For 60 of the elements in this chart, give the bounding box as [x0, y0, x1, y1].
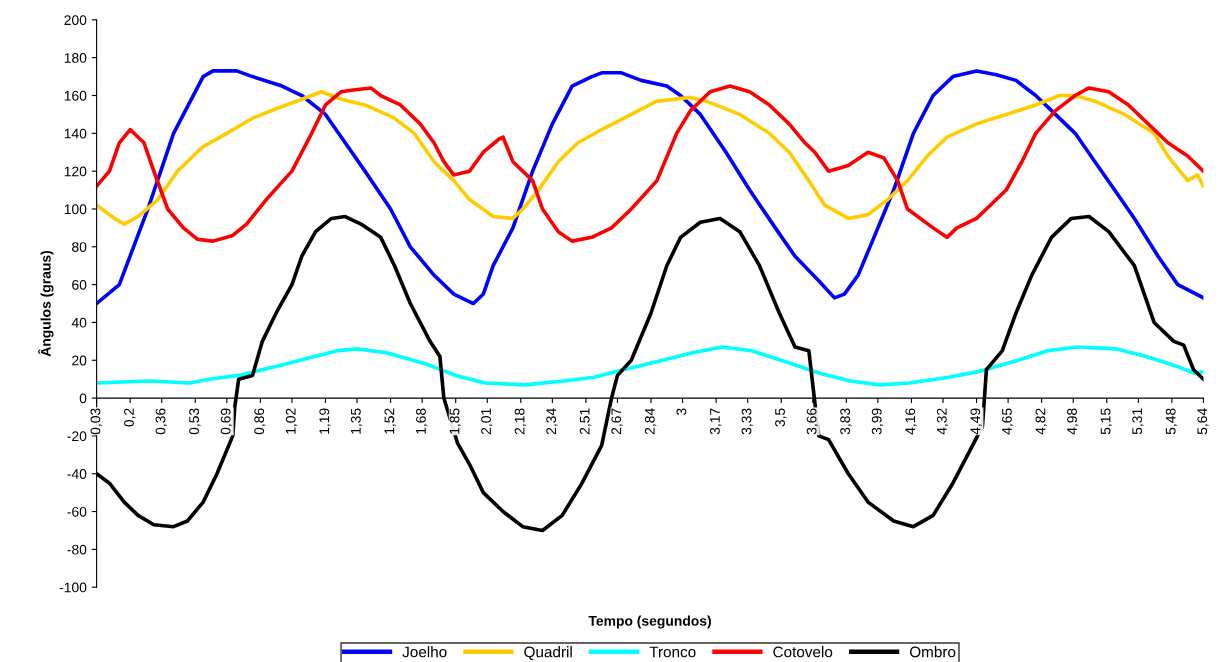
x-tick-label: 0,2 [124, 408, 136, 427]
line-series [96, 345, 1204, 387]
x-tick-label: 2,34 [546, 408, 558, 435]
x-tick-label: 1,52 [384, 408, 396, 434]
legend-label: Ombro [909, 646, 956, 658]
x-tick-label: 0,36 [155, 408, 168, 435]
y-tick-label: -60 [67, 506, 87, 517]
y-tick-label: 100 [64, 204, 87, 215]
x-tick-label: 0,69 [220, 408, 233, 435]
y-tick-label: 0 [79, 393, 87, 404]
x-tick-label: 2,84 [644, 408, 657, 435]
x-tick-label: 4,82 [1035, 408, 1048, 435]
y-tick-label: 180 [64, 53, 87, 63]
x-tick-label: 3 [676, 408, 687, 415]
x-tick-label: 4,16 [905, 408, 917, 435]
x-tick-label: 5,15 [1100, 408, 1113, 435]
x-tick-label: 1,19 [319, 408, 331, 434]
x-tick-label: 3,83 [840, 408, 852, 435]
x-tick-label: 0,03 [90, 408, 102, 435]
y-tick-label: -100 [59, 582, 87, 593]
x-tick-label: 2,01 [481, 408, 493, 435]
y-tick-label: 80 [72, 242, 87, 252]
y-tick-label: 160 [64, 90, 87, 101]
x-tick-label: 1,35 [350, 408, 363, 434]
x-tick-label: 4,65 [1002, 408, 1014, 435]
legend-label: Cotovelo [773, 646, 833, 658]
y-tick-label: -40 [67, 469, 87, 479]
x-tick-label: 5,64 [1197, 408, 1209, 435]
y-tick-label: -80 [67, 544, 87, 555]
y-tick-label: -20 [67, 431, 87, 442]
x-tick-label: 2,51 [579, 408, 592, 435]
x-tick-label: 4,98 [1067, 408, 1079, 435]
x-tick-label: 1,85 [449, 408, 462, 434]
x-tick-label: 4,32 [936, 408, 949, 435]
x-tick-label: 3,5 [775, 408, 787, 427]
x-tick-label: 3,66 [806, 408, 819, 435]
legend-label: Joelho [402, 646, 447, 658]
x-axis-title: Tempo (segundos) [588, 615, 711, 629]
x-tick-label: 5,48 [1165, 408, 1178, 435]
x-tick-label: 0,86 [254, 408, 266, 435]
y-axis-title: Ângulos (graus) [38, 250, 54, 357]
y-tick-label: 40 [71, 317, 87, 328]
x-tick-label: 5,31 [1132, 408, 1144, 435]
y-tick-label: 140 [64, 128, 87, 139]
x-tick-label: 3,33 [741, 408, 754, 435]
x-tick-label: 2,18 [514, 408, 527, 435]
legend-label: Tronco [649, 646, 696, 658]
x-tick-label: 3,99 [871, 408, 884, 435]
line-series [96, 69, 1204, 306]
x-tick-label: 4,49 [970, 408, 982, 435]
legend-label: Quadril [524, 646, 572, 661]
y-tick-label: 120 [64, 166, 87, 177]
y-tick-label: 200 [64, 15, 87, 26]
y-tick-label: 20 [72, 355, 87, 366]
x-tick-label: 1,02 [285, 408, 298, 434]
x-tick-label: 0,53 [189, 408, 201, 435]
x-tick-label: 1,68 [416, 408, 428, 434]
x-tick-label: 3,17 [710, 408, 722, 435]
y-tick-label: 60 [72, 279, 87, 290]
x-tick-label: 2,67 [611, 408, 623, 435]
